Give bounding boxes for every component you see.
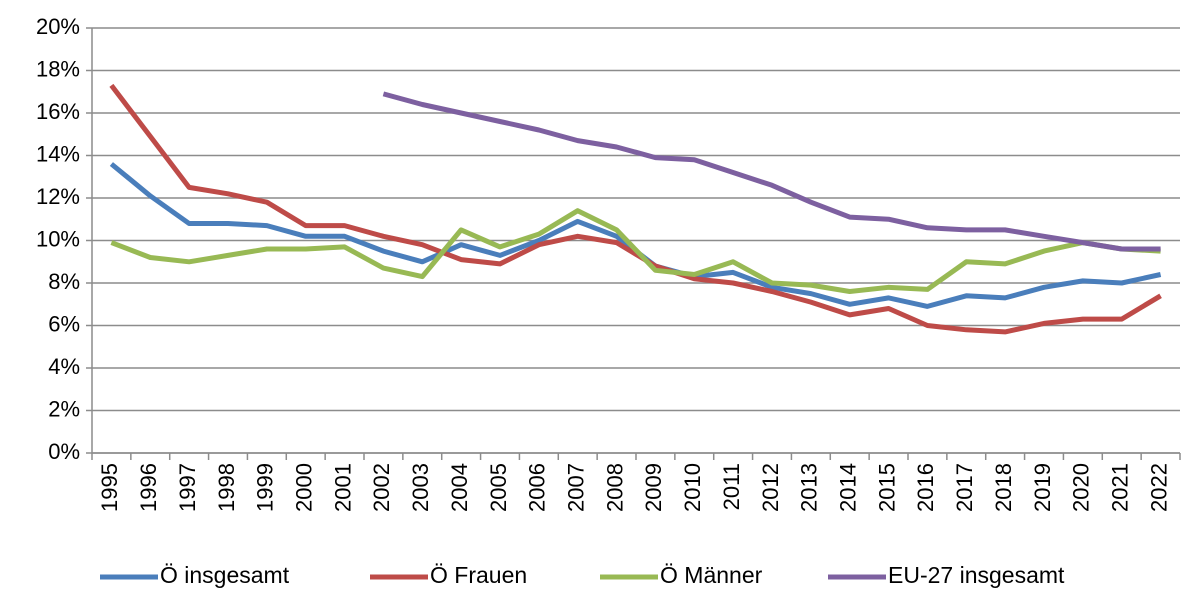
x-tick-label: 2002 xyxy=(369,463,394,512)
y-tick-label: 4% xyxy=(48,354,80,379)
x-tick-label: 1995 xyxy=(97,463,122,512)
series-line xyxy=(109,162,1162,309)
x-tick-label: 2006 xyxy=(525,463,550,512)
y-tick-label: 20% xyxy=(36,14,80,39)
y-tick-label: 2% xyxy=(48,396,80,421)
x-tick-label: 2010 xyxy=(680,463,705,512)
y-tick-label: 18% xyxy=(36,56,80,81)
x-tick-label: 2016 xyxy=(913,463,938,512)
x-tick-label: 2015 xyxy=(874,463,899,512)
x-tick-label: 2022 xyxy=(1146,463,1171,512)
x-tick-label: 2011 xyxy=(719,463,744,510)
x-tick-label: 2020 xyxy=(1069,463,1094,512)
x-tick-label: 2008 xyxy=(602,463,627,512)
x-tick-label: 1999 xyxy=(253,463,278,512)
series-line xyxy=(382,91,1161,252)
series-line xyxy=(110,208,1161,294)
legend-label: EU-27 insgesamt xyxy=(888,562,1065,588)
x-tick-label: 2021 xyxy=(1108,463,1133,512)
x-tick-label: 2013 xyxy=(797,463,822,512)
y-tick-label: 0% xyxy=(48,439,80,464)
x-tick-label: 2000 xyxy=(292,463,317,512)
y-tick-label: 14% xyxy=(36,141,80,166)
legend-label: Ö Frauen xyxy=(430,562,527,588)
series-line xyxy=(109,83,1162,335)
x-tick-label: 2004 xyxy=(447,463,472,512)
x-tick-label: 2009 xyxy=(641,463,666,512)
x-tick-label: 1997 xyxy=(175,463,200,512)
legend-label: Ö Männer xyxy=(660,562,763,588)
x-tick-label: 2005 xyxy=(486,463,511,512)
y-tick-label: 12% xyxy=(36,184,80,209)
x-tick-label: 2019 xyxy=(1030,463,1055,512)
x-tick-label: 2018 xyxy=(991,463,1016,512)
y-tick-label: 10% xyxy=(36,226,80,251)
x-tick-label: 1998 xyxy=(214,463,239,512)
x-tick-label: 2003 xyxy=(408,463,433,512)
y-tick-label: 8% xyxy=(48,269,80,294)
x-tick-label: 2012 xyxy=(758,463,783,512)
x-tick-label: 2017 xyxy=(952,463,977,512)
y-tick-label: 16% xyxy=(36,99,80,124)
x-tick-label: 1996 xyxy=(136,463,161,512)
x-tick-label: 2007 xyxy=(564,463,589,512)
x-tick-label: 2001 xyxy=(330,463,355,512)
legend-label: Ö insgesamt xyxy=(160,562,290,588)
y-tick-label: 6% xyxy=(48,311,80,336)
x-tick-label: 2014 xyxy=(836,463,861,512)
